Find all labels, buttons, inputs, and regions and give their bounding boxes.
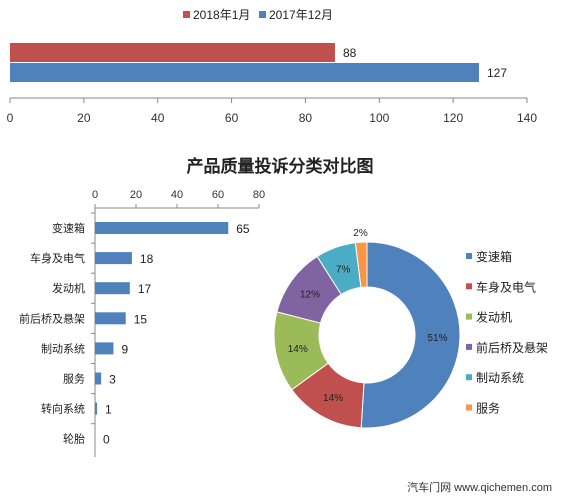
category-value-0: 65 — [236, 222, 250, 236]
category-tick-label-2: 40 — [171, 189, 183, 201]
donut-pct-5: 2% — [353, 228, 368, 239]
donut-legend-label-3: 前后桥及悬架 — [476, 340, 548, 355]
compare-tick-label-2: 40 — [151, 111, 165, 125]
category-value-2: 17 — [138, 282, 152, 296]
donut-pct-3: 12% — [300, 290, 320, 301]
category-tick-label-4: 80 — [253, 189, 265, 201]
chart-title: 产品质量投诉分类对比图 — [187, 156, 374, 176]
category-label-7: 轮胎 — [63, 432, 85, 446]
donut-slice-0 — [360, 241, 461, 429]
donut-legend-swatch-0 — [466, 253, 472, 259]
legend-swatch-1 — [259, 11, 266, 18]
category-value-5: 3 — [109, 373, 116, 387]
legend-label-1: 2017年12月 — [269, 8, 333, 22]
category-bar-1 — [95, 252, 132, 265]
donut-legend-swatch-4 — [466, 374, 472, 381]
category-bar-5 — [95, 372, 102, 385]
compare-tick-label-5: 100 — [369, 111, 389, 125]
compare-tick-label-0: 0 — [7, 111, 14, 125]
compare-bar-1 — [10, 63, 479, 82]
legend-label-0: 2018年1月 — [193, 8, 250, 22]
category-value-1: 18 — [140, 252, 154, 266]
compare-tick-label-7: 140 — [517, 111, 537, 125]
category-value-3: 15 — [134, 312, 148, 326]
category-tick-label-1: 20 — [130, 189, 142, 201]
compare-tick-label-1: 20 — [77, 111, 91, 125]
category-bar-4 — [95, 342, 114, 355]
donut-pct-0: 51% — [427, 333, 447, 344]
donut-legend-swatch-2 — [466, 313, 472, 320]
category-value-6: 1 — [105, 403, 112, 417]
donut-slice-5 — [354, 241, 368, 288]
legend-swatch-0 — [183, 11, 190, 18]
category-bar-6 — [95, 402, 98, 415]
donut-legend-label-2: 发动机 — [476, 310, 512, 325]
category-tick-label-0: 0 — [92, 189, 98, 201]
donut-legend-label-1: 车身及电气 — [476, 279, 536, 294]
donut-legend-swatch-3 — [466, 343, 472, 350]
donut-legend-label-0: 变速箱 — [476, 249, 512, 264]
compare-tick-label-3: 60 — [225, 111, 239, 125]
compare-tick-label-6: 120 — [443, 111, 463, 125]
category-label-6: 转向系统 — [41, 402, 85, 416]
watermark-text: 汽车门网 www.qichemen.com — [407, 480, 552, 494]
donut-legend-swatch-1 — [466, 283, 472, 290]
category-bar-3 — [95, 312, 126, 325]
compare-value-0: 88 — [343, 46, 357, 60]
compare-value-1: 127 — [487, 66, 507, 80]
category-bar-0 — [95, 222, 229, 234]
compare-tick-label-4: 80 — [299, 111, 313, 125]
category-label-3: 前后桥及悬架 — [19, 311, 85, 325]
donut-pct-2: 14% — [288, 344, 308, 355]
category-label-2: 发动机 — [52, 281, 85, 295]
category-label-0: 变速箱 — [52, 221, 85, 235]
donut-legend-label-5: 服务 — [476, 401, 500, 416]
donut-pct-4: 7% — [336, 265, 351, 276]
category-label-1: 车身及电气 — [30, 251, 85, 265]
donut-legend-swatch-5 — [466, 404, 472, 411]
donut-legend-label-4: 制动系统 — [476, 371, 524, 385]
category-value-7: 0 — [103, 433, 110, 447]
category-label-5: 服务 — [63, 373, 85, 386]
category-bar-2 — [95, 282, 130, 295]
category-tick-label-3: 60 — [212, 189, 224, 201]
compare-bar-0 — [10, 43, 335, 62]
category-value-4: 9 — [121, 342, 128, 356]
donut-pct-1: 14% — [323, 393, 343, 404]
category-label-4: 制动系统 — [41, 342, 85, 355]
